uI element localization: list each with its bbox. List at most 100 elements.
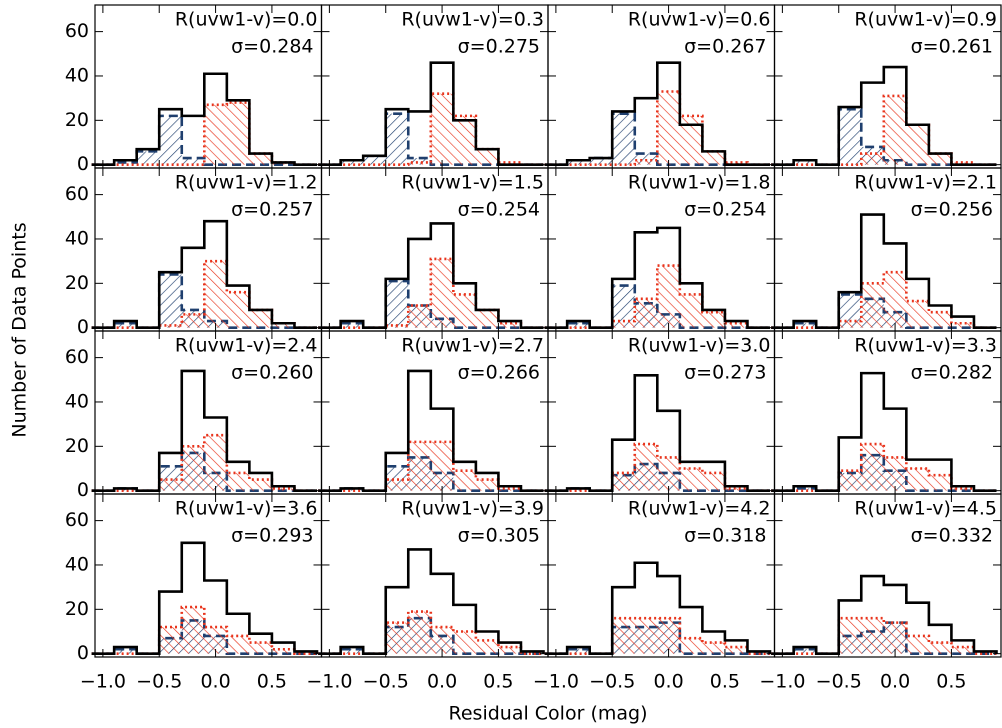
panel-title: R(uvw1-v)=1.8 bbox=[628, 172, 771, 194]
panel-subtitle: σ=0.273 bbox=[684, 362, 766, 384]
histogram-bar bbox=[159, 479, 182, 491]
panel-title: R(uvw1-v)=3.0 bbox=[628, 335, 771, 357]
x-tick-label: 0.5 bbox=[257, 671, 287, 693]
histogram-bar bbox=[793, 160, 817, 165]
histogram-bar bbox=[657, 91, 680, 165]
histogram-bar bbox=[249, 642, 272, 654]
histogram-bar bbox=[475, 640, 499, 654]
histogram-bar bbox=[906, 301, 929, 328]
y-tick-label: 40 bbox=[65, 390, 89, 412]
x-tick-label: −0.5 bbox=[136, 671, 182, 693]
histogram-bar bbox=[793, 323, 817, 328]
histogram-bar bbox=[430, 258, 454, 328]
x-tick-label: −1.0 bbox=[759, 671, 805, 693]
panel-title: R(uvw1-v)=2.4 bbox=[175, 335, 318, 357]
panel-title: R(uvw1-v)=1.5 bbox=[401, 172, 544, 194]
histogram-bar bbox=[724, 647, 748, 654]
histogram-bar bbox=[883, 622, 907, 654]
y-tick-label: 40 bbox=[65, 64, 89, 86]
histogram-bar bbox=[589, 158, 613, 165]
histogram-bar bbox=[702, 642, 725, 654]
histogram-bar bbox=[634, 618, 658, 654]
histogram-bar bbox=[408, 162, 431, 165]
histogram-bar bbox=[838, 321, 862, 328]
histogram-bar bbox=[408, 111, 431, 164]
panel-title: R(uvw1-v)=0.6 bbox=[628, 9, 771, 31]
histogram-bar bbox=[136, 151, 160, 165]
histogram-outline bbox=[544, 226, 770, 329]
histogram-outline bbox=[318, 61, 544, 166]
histogram-bar bbox=[340, 160, 364, 165]
histogram-bar bbox=[838, 109, 862, 165]
panel-title: R(uvw1-v)=4.5 bbox=[854, 498, 997, 520]
panel-subtitle: σ=0.266 bbox=[458, 362, 540, 384]
panel-title: R(uvw1-v)=3.6 bbox=[175, 498, 318, 520]
histogram-outline bbox=[318, 548, 545, 655]
histogram-bar bbox=[430, 627, 454, 654]
histogram-bar bbox=[724, 488, 748, 491]
x-tick-label: −0.5 bbox=[363, 671, 409, 693]
histogram-outline bbox=[91, 369, 317, 492]
panel-subtitle: σ=0.261 bbox=[911, 36, 993, 58]
histogram-bar bbox=[634, 444, 658, 491]
histogram-outline bbox=[544, 61, 770, 166]
histogram-bar bbox=[861, 444, 884, 491]
histogram-bar bbox=[475, 149, 499, 165]
y-tick-label: 40 bbox=[65, 227, 89, 249]
histogram-bar bbox=[204, 261, 227, 328]
y-tick-label: 60 bbox=[65, 346, 89, 368]
x-axis-label: Residual Color (mag) bbox=[449, 703, 648, 725]
y-tick-label: 20 bbox=[65, 109, 89, 131]
histogram-bar bbox=[679, 468, 703, 491]
histogram-bar bbox=[567, 649, 590, 654]
histogram-bar bbox=[114, 649, 137, 654]
panel-subtitle: σ=0.260 bbox=[231, 362, 313, 384]
panel-subtitle: σ=0.275 bbox=[458, 36, 540, 58]
x-tick-label: 0.0 bbox=[653, 671, 683, 693]
y-tick-label: 60 bbox=[65, 183, 89, 205]
histogram-bar bbox=[498, 647, 521, 654]
histogram-bar bbox=[181, 314, 205, 328]
panel-subtitle: σ=0.293 bbox=[231, 525, 313, 547]
histogram-bar bbox=[249, 479, 272, 491]
panel-subtitle: σ=0.332 bbox=[911, 525, 993, 547]
histogram-bar bbox=[906, 635, 929, 654]
y-tick-label: 60 bbox=[65, 20, 89, 42]
histogram-bar bbox=[385, 479, 409, 491]
histogram-bar bbox=[702, 472, 725, 491]
histogram-bar bbox=[204, 627, 227, 654]
histogram-bar bbox=[453, 631, 476, 654]
histogram-bar bbox=[883, 457, 907, 491]
histogram-bar bbox=[612, 618, 635, 654]
histogram-bar bbox=[906, 468, 929, 491]
y-tick-label: 0 bbox=[77, 642, 89, 664]
histogram-outline bbox=[544, 90, 770, 166]
histogram-bar bbox=[408, 158, 431, 165]
histogram-bar bbox=[408, 441, 431, 491]
x-tick-label: −1.0 bbox=[533, 671, 579, 693]
histogram-bar bbox=[612, 321, 635, 328]
panel-title: R(uvw1-v)=0.3 bbox=[401, 9, 544, 31]
x-tick-label: −1.0 bbox=[306, 671, 352, 693]
histogram-bar bbox=[159, 627, 182, 654]
histogram-bar bbox=[883, 272, 907, 328]
panel-subtitle: σ=0.267 bbox=[684, 36, 766, 58]
y-tick-label: 20 bbox=[65, 598, 89, 620]
histogram-bar bbox=[951, 323, 974, 328]
histogram-outline bbox=[318, 222, 544, 329]
histogram-bar bbox=[271, 323, 295, 328]
x-tick-label: 0.5 bbox=[710, 671, 740, 693]
panel-subtitle: σ=0.254 bbox=[684, 199, 766, 221]
histogram-bar bbox=[951, 488, 974, 491]
histogram-bar bbox=[679, 115, 703, 165]
histogram-bar bbox=[612, 285, 635, 328]
histogram-outline bbox=[544, 264, 770, 329]
histogram-bar bbox=[612, 472, 635, 491]
panel-subtitle: σ=0.318 bbox=[684, 525, 766, 547]
histogram-bar bbox=[340, 649, 364, 654]
histogram-bar bbox=[114, 323, 137, 328]
histogram-bar bbox=[340, 323, 364, 328]
x-tick-label: 0.0 bbox=[200, 671, 230, 693]
histogram-bar bbox=[861, 618, 884, 654]
histogram-bar bbox=[181, 607, 205, 654]
